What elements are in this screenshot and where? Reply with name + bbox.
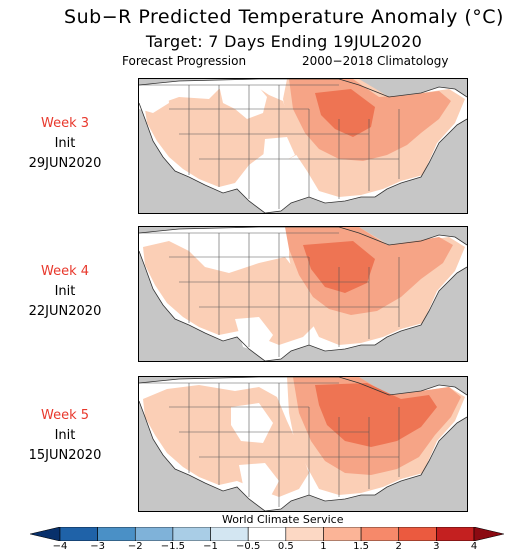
colorbar-arrow-high	[473, 527, 504, 541]
init-label: Init	[54, 136, 76, 151]
map-week5	[138, 376, 468, 512]
panel-label-week5: Week 5 Init 15JUN2020	[10, 406, 120, 466]
colorbar-segment	[172, 527, 211, 541]
colorbar-tick-label: −1.5	[160, 541, 186, 552]
colorbar-tick-label: 2	[395, 541, 402, 552]
init-date: 22JUN2020	[28, 304, 102, 319]
map-week4-svg	[139, 227, 467, 361]
colorbar-segment	[247, 527, 287, 541]
anomaly-light	[145, 87, 307, 187]
state-boundaries	[139, 232, 400, 357]
colorbar-segment	[134, 527, 174, 541]
target-period: Target: 7 Days Ending 19JUL2020	[145, 32, 423, 51]
map-week5-svg	[139, 377, 467, 511]
subtitle-forecast-progression: Forecast Progression	[122, 54, 247, 68]
coastline	[139, 227, 467, 361]
colorbar-segment	[97, 527, 136, 541]
colorbar-tick-label: 0.5	[277, 541, 294, 552]
colorbar-segment	[285, 527, 324, 541]
colorbar-tick-label: −3	[90, 541, 105, 552]
map-week3	[138, 78, 468, 214]
coastline	[139, 377, 467, 511]
colorbar-segment	[360, 527, 400, 541]
colorbar-tick-label: 4	[470, 541, 478, 552]
colorbar-segment	[59, 527, 98, 541]
anomaly-strong	[315, 89, 375, 137]
page-title: Sub−R Predicted Temperature Anomaly (°C)	[64, 6, 504, 28]
colorbar-tick-label: 1	[320, 541, 327, 552]
colorbar-segment	[323, 527, 362, 541]
init-date: 29JUN2020	[28, 156, 102, 171]
credit-text: World Climate Service	[222, 513, 344, 526]
colorbar-tick-label: −4	[52, 541, 68, 552]
colorbar-tick-label: 3	[433, 541, 440, 552]
panel-label-week4: Week 4 Init 22JUN2020	[10, 262, 120, 322]
colorbar-tick-label: −0.5	[236, 541, 261, 552]
no-signal-area	[179, 227, 249, 263]
panel-label-week3: Week 3 Init 29JUN2020	[10, 114, 120, 174]
map-week3-svg	[139, 79, 467, 213]
colorbar-segment	[210, 527, 249, 541]
map-week4	[138, 226, 468, 362]
colorbar-arrow-low	[30, 527, 61, 541]
colorbar-tick-label: −1	[203, 541, 218, 552]
colorbar-tick-label: −2	[127, 541, 143, 552]
colorbar	[30, 527, 504, 541]
anomaly-strong	[315, 383, 437, 447]
week-label: Week 4	[40, 264, 90, 279]
anomaly-light	[143, 241, 317, 345]
colorbar-segment	[436, 527, 475, 541]
colorbar-segment	[398, 527, 437, 541]
no-signal-area	[139, 83, 169, 113]
week-label: Week 3	[40, 116, 90, 131]
init-date: 15JUN2020	[28, 448, 102, 463]
colorbar-tick-label: 1.5	[353, 541, 370, 552]
no-signal-area	[231, 403, 273, 443]
no-signal-area	[219, 85, 267, 119]
init-label: Init	[54, 284, 76, 299]
state-boundaries	[139, 382, 400, 507]
init-label: Init	[54, 428, 76, 443]
coastline	[139, 79, 467, 213]
state-boundaries	[139, 84, 400, 209]
week-label: Week 5	[40, 408, 90, 423]
subtitle-climatology: 2000−2018 Climatology	[302, 54, 449, 68]
